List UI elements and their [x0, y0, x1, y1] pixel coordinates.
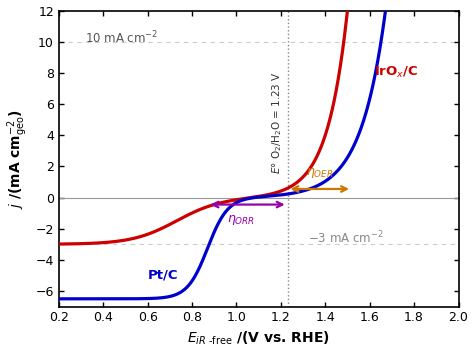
Y-axis label: $j$ /(mA cm$^{-2}_{\rm geo}$): $j$ /(mA cm$^{-2}_{\rm geo}$): [6, 108, 30, 209]
Text: IrO$_x$/C: IrO$_x$/C: [374, 65, 419, 80]
Text: $E$° O$_2$/H$_2$O = 1.23 V: $E$° O$_2$/H$_2$O = 1.23 V: [271, 71, 284, 174]
Text: $\eta_{ORR}$: $\eta_{ORR}$: [227, 213, 255, 227]
Text: −3 mA cm$^{-2}$: −3 mA cm$^{-2}$: [308, 230, 383, 246]
X-axis label: $E_{iR\text{ -free}}$ /(V vs. RHE): $E_{iR\text{ -free}}$ /(V vs. RHE): [187, 330, 330, 347]
Text: $\eta_{OER}$: $\eta_{OER}$: [306, 166, 334, 180]
Text: 10 mA cm$^{-2}$: 10 mA cm$^{-2}$: [85, 29, 159, 46]
Text: Pt/C: Pt/C: [148, 269, 178, 282]
